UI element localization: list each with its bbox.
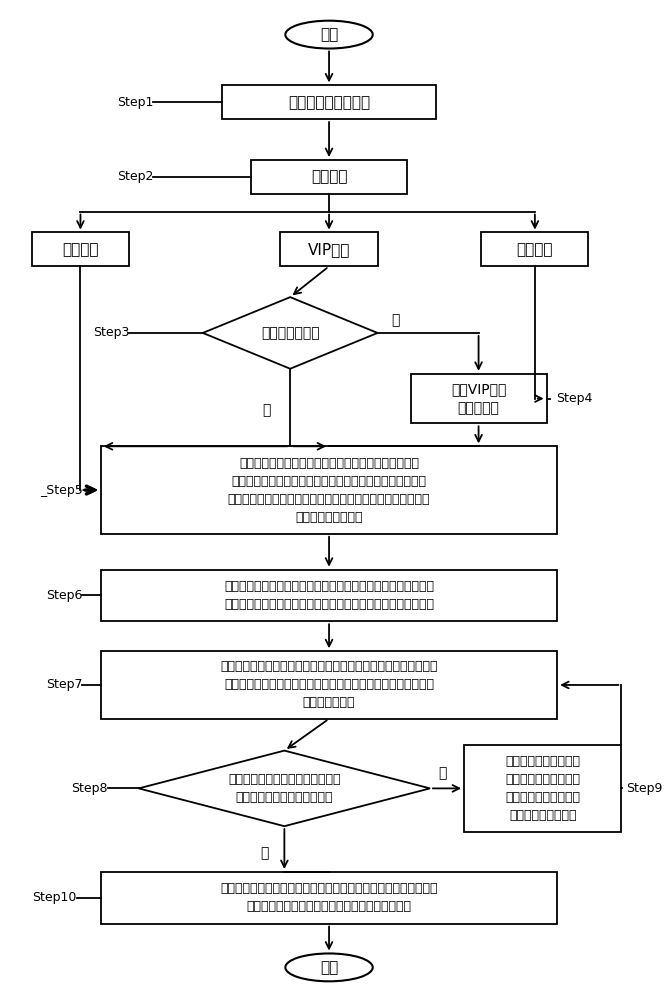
- Text: _Step5: _Step5: [40, 484, 83, 497]
- Text: 主控服务器根据用户信息和用户需求信息给用户分配停
车位，将该停车位的状态置为占有，并通过微信公众号推送
给用户路径规划信息，已分配停车位显示和播报装置显示和播
: 主控服务器根据用户信息和用户需求信息给用户分配停 车位，将该停车位的状态置为占有…: [227, 457, 430, 524]
- Text: 结束: 结束: [320, 960, 338, 975]
- Bar: [280, 232, 378, 266]
- Bar: [101, 570, 557, 621]
- Text: 打开物联网车位锁，车辆停入停车位，停车位占有状态指示灯状态
为红色常亮，主控服务器该停车位状态置为占有。: 打开物联网车位锁，车辆停入停车位，停车位占有状态指示灯状态 为红色常亮，主控服务…: [220, 882, 437, 913]
- Text: Step6: Step6: [46, 589, 83, 602]
- Text: 普通用户: 普通用户: [517, 242, 553, 257]
- Text: Step10: Step10: [32, 891, 76, 904]
- Text: Step9: Step9: [626, 782, 662, 795]
- Text: 主控服务器将车牌信息发送至被分配停车位上的物联网车位锁和
停车位占有状态指示灯，停车位占有状态指示灯绿灯闪烁等待。: 主控服务器将车牌信息发送至被分配停车位上的物联网车位锁和 停车位占有状态指示灯，…: [224, 580, 434, 611]
- Text: Step2: Step2: [117, 170, 153, 183]
- Text: Step3: Step3: [93, 326, 129, 339]
- Text: 采用常规的停车场车辆引导方法对车辆进行停靠引导，当车辆行驶
至停车位时，停车位上的物联网车位锁上的车牌识别模块对车辆
车牌进行识别。: 采用常规的停车场车辆引导方法对车辆进行停靠引导，当车辆行驶 至停车位时，停车位上…: [220, 660, 437, 709]
- Bar: [252, 160, 407, 194]
- Text: 停车位占有状态指示灯
转变为红色闪烁，物联
网车位锁上的语音提示
模块发出语音提示。: 停车位占有状态指示灯 转变为红色闪烁，物联 网车位锁上的语音提示 模块发出语音提…: [505, 755, 580, 822]
- Text: VIP用户: VIP用户: [308, 242, 350, 257]
- Text: Step1: Step1: [117, 96, 153, 109]
- Bar: [32, 232, 129, 266]
- Text: 否: 否: [437, 766, 446, 780]
- Text: 选择VIP车位
或普通车位: 选择VIP车位 或普通车位: [451, 382, 506, 415]
- Text: Step8: Step8: [71, 782, 107, 795]
- Bar: [101, 446, 557, 534]
- Text: 是: 是: [261, 846, 269, 860]
- Bar: [482, 232, 588, 266]
- Text: 车辆驶入停车场入口: 车辆驶入停车场入口: [288, 95, 370, 110]
- Bar: [101, 872, 557, 924]
- Text: 是: 是: [263, 403, 271, 418]
- Text: 开始: 开始: [320, 27, 338, 42]
- Text: Step4: Step4: [556, 392, 592, 405]
- Bar: [101, 651, 557, 719]
- Bar: [411, 374, 547, 423]
- Text: Step7: Step7: [46, 678, 83, 691]
- Bar: [222, 85, 436, 119]
- Text: 车牌识别: 车牌识别: [311, 169, 348, 184]
- Text: 是否预约车位？: 是否预约车位？: [261, 326, 319, 340]
- Text: 个人用户: 个人用户: [62, 242, 99, 257]
- Text: 车牌识别模块识别到的车牌信息与
服务器下发的车牌信息一致？: 车牌识别模块识别到的车牌信息与 服务器下发的车牌信息一致？: [228, 773, 341, 804]
- Bar: [464, 745, 621, 832]
- Text: 否: 否: [391, 313, 399, 327]
